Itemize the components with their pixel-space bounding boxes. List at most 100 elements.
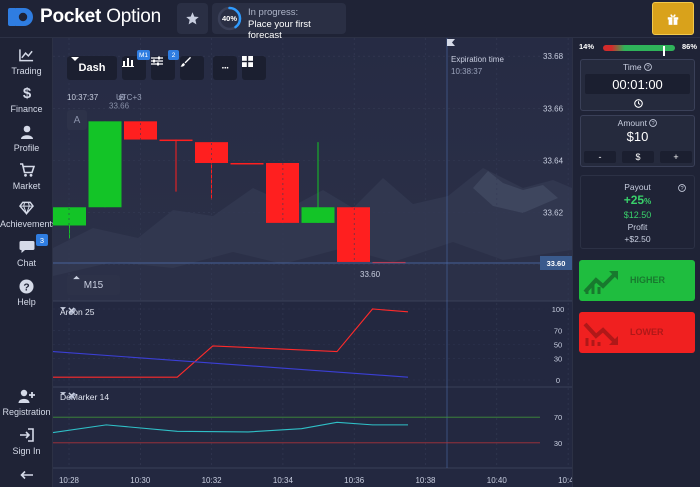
higher-button[interactable]: HIGHER xyxy=(579,260,695,301)
sidebar-item-label: Finance xyxy=(10,104,43,114)
aroon-tick-label: 50 xyxy=(554,341,562,350)
time-tick-label: 10:34 xyxy=(273,476,294,485)
arrow-left-icon xyxy=(19,470,33,480)
svg-text:?: ? xyxy=(680,186,683,192)
aroon-tick-label: 30 xyxy=(554,355,562,364)
indicators-button[interactable]: 2 xyxy=(151,50,179,80)
price-tick-label: 33.64 xyxy=(543,156,564,165)
bar-chart-icon xyxy=(122,58,134,67)
grid-layout-icon xyxy=(242,56,253,67)
diamond-icon xyxy=(19,201,34,215)
sentiment-up-percent: 86% xyxy=(681,42,697,51)
time-tick-label: 10:36 xyxy=(344,476,365,485)
brand-logo[interactable]: Pocket Option xyxy=(8,6,161,28)
amount-increase-button[interactable]: + xyxy=(660,151,692,163)
sidebar-item-help[interactable]: ? Help xyxy=(0,277,53,307)
sidebar-item-registration[interactable]: Registration xyxy=(0,387,53,417)
clock-icon[interactable] xyxy=(634,99,643,108)
favorites-button[interactable] xyxy=(177,3,208,34)
brush-icon xyxy=(180,56,191,67)
timezone-value: UTC+3 xyxy=(116,93,142,102)
sidebar-item-market[interactable]: Market xyxy=(0,161,53,191)
progress-ring-icon xyxy=(217,6,242,31)
time-input[interactable]: 00:01:00 xyxy=(585,74,690,94)
amount-currency-button[interactable]: $ xyxy=(622,151,654,163)
progress-percent: 40% xyxy=(221,14,237,23)
demarker-tick-label: 70 xyxy=(554,413,562,422)
sidebar-item-profile[interactable]: Profile xyxy=(0,123,53,153)
sidebar-item-label: Sign In xyxy=(12,446,41,456)
aroon-tick-label: 100 xyxy=(552,305,565,314)
more-tools-button[interactable]: ··· xyxy=(213,56,237,80)
chart-toolbar: Dash M1 2 ··· xyxy=(67,50,271,80)
sidebar-item-finance[interactable]: $ Finance xyxy=(0,84,53,114)
price-tick-label: 33.62 xyxy=(543,208,564,217)
close-icon[interactable] xyxy=(68,307,75,314)
expiration-time: 10:38:37 xyxy=(451,67,483,76)
sidebar-item-label: Help xyxy=(17,297,36,307)
expiration-flag-icon xyxy=(447,39,455,46)
chart-area[interactable]: 33.68 33.66 33.64 33.62 33.60 33.60 33.66 10:… xyxy=(53,38,572,487)
top-price-label: 33.66 xyxy=(109,101,130,110)
candle-body xyxy=(159,139,193,142)
sliders-icon xyxy=(151,56,163,66)
star-icon xyxy=(186,12,199,25)
gift-button[interactable] xyxy=(652,2,694,35)
time-tick-label: 10:42 xyxy=(558,476,572,485)
sidebar-item-achievements[interactable]: Achievements xyxy=(0,199,57,229)
candle-body xyxy=(337,207,370,262)
sidebar-item-trading[interactable]: Trading xyxy=(0,46,53,76)
brand-name: Pocket Option xyxy=(40,6,161,27)
info-icon[interactable]: ? xyxy=(644,63,652,71)
sidebar-item-label: Registration xyxy=(2,407,51,417)
cart-icon xyxy=(19,163,35,177)
sidebar-item-chat[interactable]: 3 Chat xyxy=(0,234,53,268)
current-time: 10:37:37 xyxy=(67,93,99,102)
gift-icon xyxy=(667,13,679,25)
edit-icon[interactable] xyxy=(69,307,77,315)
chart-type-dropdown[interactable]: Dash xyxy=(67,56,117,80)
sidebar-item-label: Trading xyxy=(11,66,42,76)
demarker-tick-label: 30 xyxy=(554,439,562,448)
caret-down-icon xyxy=(60,307,66,311)
amount-decrease-button[interactable]: - xyxy=(584,151,616,163)
info-icon[interactable]: ? xyxy=(678,184,686,192)
arrow-down-chart-icon xyxy=(583,322,618,346)
svg-text:?: ? xyxy=(646,65,649,71)
timezone-label[interactable]: UTC+3 xyxy=(116,93,142,102)
onboarding-progress[interactable]: 40% In progress: Place your first foreca… xyxy=(212,3,346,41)
close-icon[interactable] xyxy=(68,392,75,399)
sentiment-down-percent: 14% xyxy=(579,42,595,51)
gear-icon xyxy=(118,93,126,101)
layout-button[interactable] xyxy=(242,56,266,80)
candle-body xyxy=(124,121,157,140)
caret-up-icon xyxy=(73,275,80,280)
timeframe-button[interactable]: M1 xyxy=(122,50,150,80)
amount-title: Amount ? xyxy=(581,118,694,128)
amount-control: Amount ? $10 - $ + xyxy=(580,115,695,167)
time-tick-label: 10:40 xyxy=(487,476,508,485)
demarker-series-line xyxy=(53,421,408,434)
time-tick-label: 10:38 xyxy=(415,476,436,485)
amount-input[interactable]: $10 xyxy=(626,129,649,144)
pocket-option-logo-icon xyxy=(8,8,33,26)
svg-text:?: ? xyxy=(23,282,29,293)
lower-button[interactable]: LOWER xyxy=(579,312,695,353)
current-price-tag: 33.60 xyxy=(540,256,572,270)
collapse-sidebar-button[interactable] xyxy=(0,466,53,484)
aroon-tick-label: 70 xyxy=(554,326,562,335)
progress-title: In progress: xyxy=(248,7,299,18)
drawing-tools-button[interactable] xyxy=(180,56,204,80)
profit-label: Profit xyxy=(627,222,648,232)
edit-icon[interactable] xyxy=(69,392,77,400)
chart-canvas: 33.68 33.66 33.64 33.62 33.60 33.60 33.66 10:… xyxy=(53,38,572,485)
demarker-indicator-name: DeMarker 14 xyxy=(60,392,110,402)
sidebar-item-sign-in[interactable]: Sign In xyxy=(0,426,53,456)
sentiment-bar xyxy=(603,45,675,56)
info-icon[interactable]: ? xyxy=(649,119,658,127)
payout-amount: $12.50 xyxy=(623,210,652,220)
timeframe-selector[interactable]: M15 xyxy=(67,275,120,295)
auto-scale-button[interactable]: A xyxy=(67,110,87,130)
chat-icon xyxy=(19,241,34,253)
